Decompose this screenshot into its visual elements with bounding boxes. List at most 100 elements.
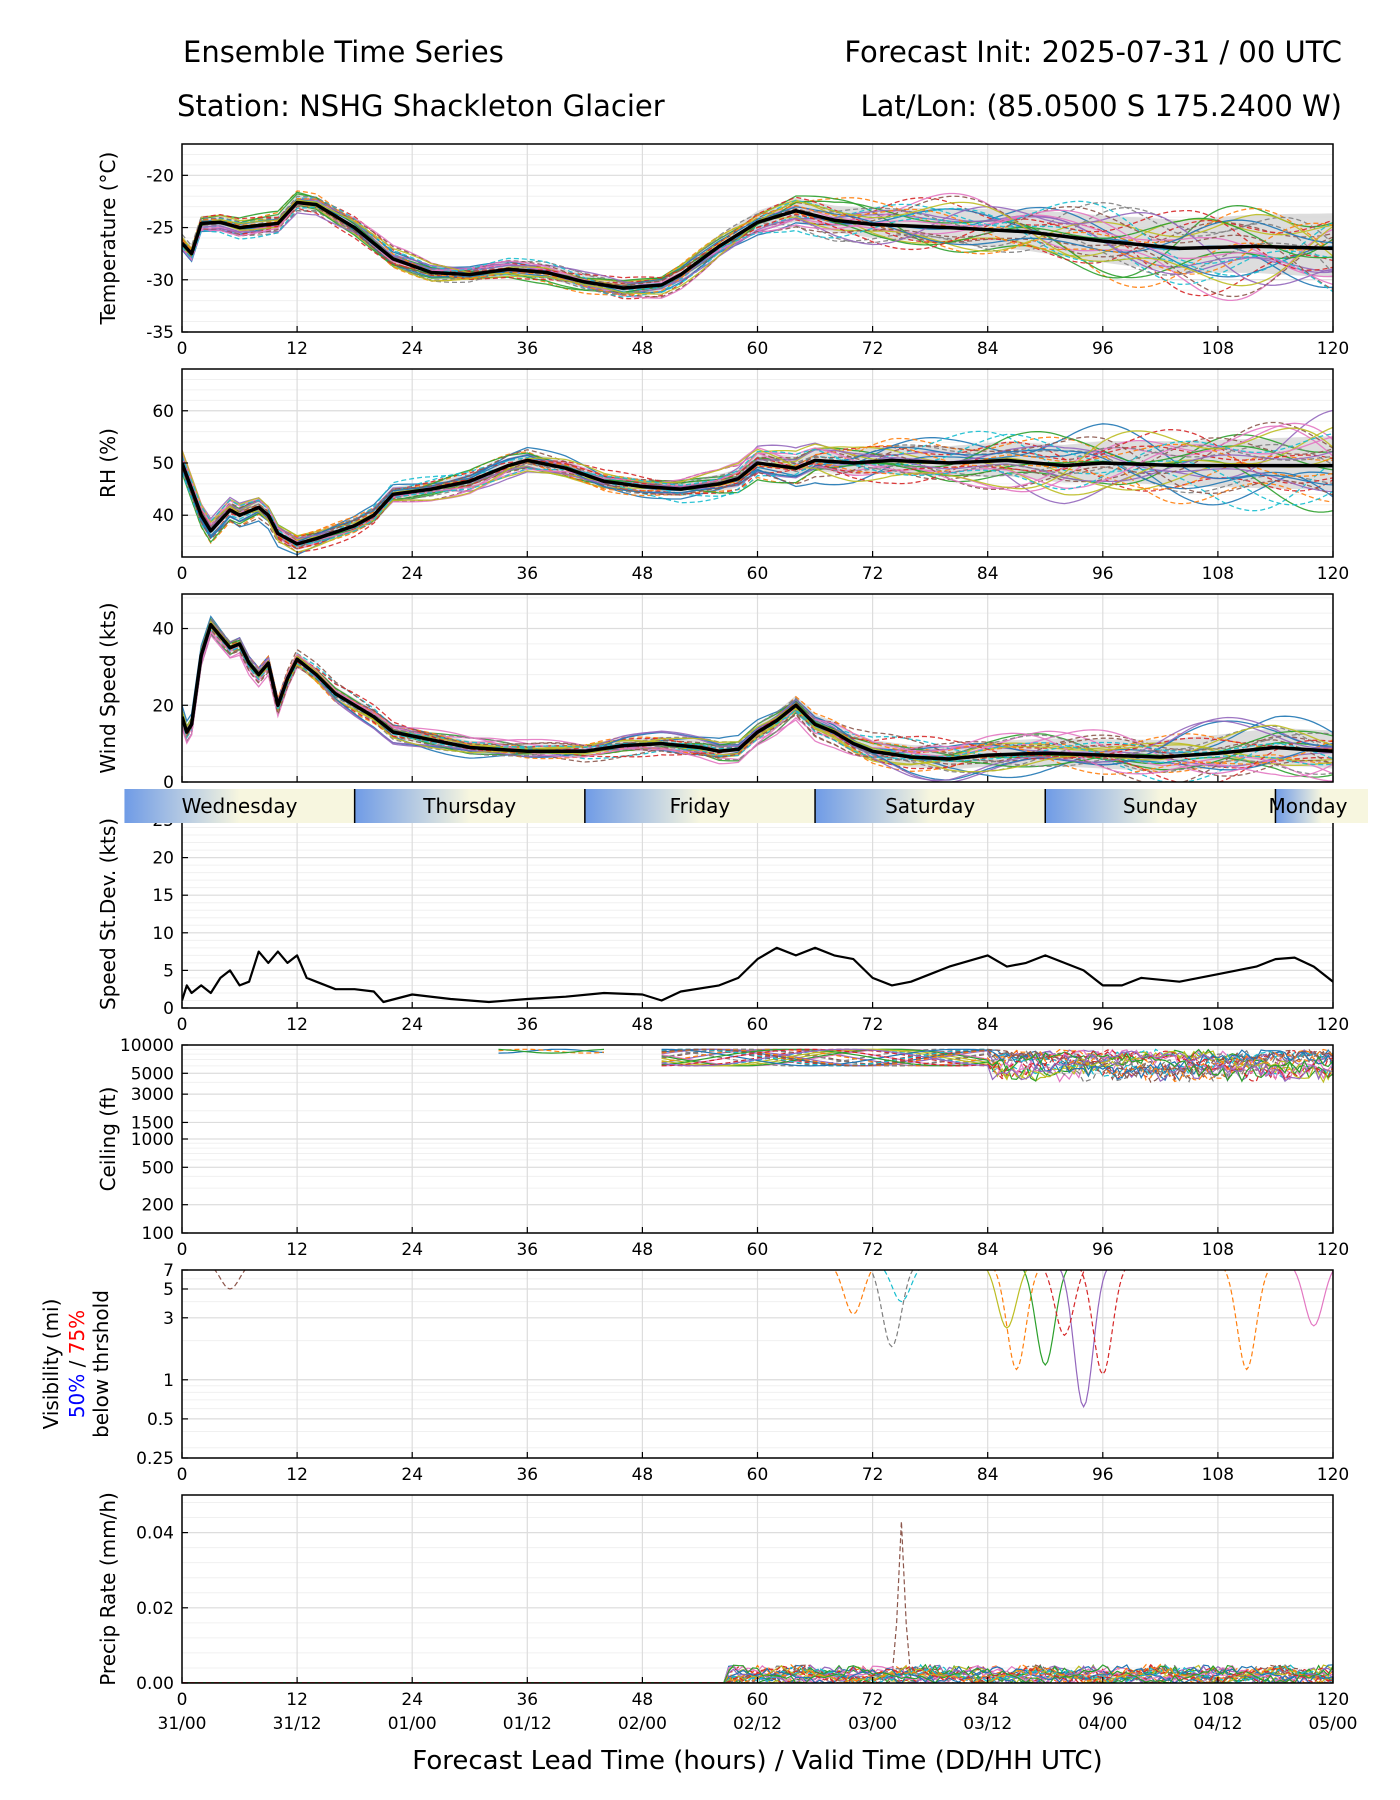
ceiling-member-line bbox=[661, 1048, 1333, 1080]
x-tick-label: 0 bbox=[177, 564, 188, 584]
ceiling-member-line bbox=[661, 1048, 1333, 1083]
x-tick-label: 0 bbox=[177, 1015, 188, 1035]
ensemble-mean-line bbox=[182, 200, 1333, 290]
y-tick-label: 100 bbox=[142, 1224, 174, 1244]
precip-member-line bbox=[182, 1663, 1333, 1683]
x-tick-label: 24 bbox=[401, 1240, 423, 1260]
x-tick-label: 36 bbox=[516, 339, 538, 359]
y-tick-label: 5000 bbox=[131, 1064, 174, 1084]
x-tick-label: 120 bbox=[1317, 1015, 1349, 1035]
ensemble-member-line bbox=[182, 207, 1333, 284]
ceiling-member-line bbox=[661, 1048, 1333, 1083]
ceiling-member-line bbox=[498, 1048, 605, 1054]
plot-area-rh bbox=[182, 409, 1333, 556]
ensemble-member-line bbox=[182, 627, 1333, 777]
x-tick-label: 108 bbox=[1202, 1240, 1234, 1260]
ensemble-mean-line bbox=[182, 458, 1333, 546]
x-tick-label: 72 bbox=[862, 1240, 884, 1260]
y-axis-label: Visibility (mi) bbox=[39, 1299, 63, 1430]
y-tick-label: 0.5 bbox=[147, 1410, 174, 1430]
x-tick-label: 84 bbox=[977, 1465, 999, 1485]
x-tick-label: 72 bbox=[862, 339, 884, 359]
visibility-member-line bbox=[870, 1270, 914, 1348]
x-tick-label: 0 bbox=[177, 1240, 188, 1260]
ensemble-member-line bbox=[182, 190, 1333, 296]
x-tick-label: 120 bbox=[1317, 1690, 1349, 1710]
x-tick-label: 120 bbox=[1317, 339, 1349, 359]
y-tick-label: 1500 bbox=[131, 1113, 174, 1133]
threshold-label: below thrshold bbox=[89, 1290, 113, 1438]
precip-member-line bbox=[182, 1663, 1333, 1683]
x-tick-label: 108 bbox=[1202, 1690, 1234, 1710]
ensemble-member-line bbox=[182, 436, 1333, 545]
panel-wind_speed: 0122436486072849610812002040Wind Speed (… bbox=[96, 593, 1349, 809]
y-axis-label: RH (%) bbox=[96, 428, 120, 498]
p50-label: 50% bbox=[65, 1374, 89, 1418]
day-label: Monday bbox=[1269, 794, 1348, 818]
x-tick-label: 96 bbox=[1092, 1015, 1114, 1035]
x-tick-label: 36 bbox=[516, 1240, 538, 1260]
y-tick-label: 500 bbox=[142, 1158, 174, 1178]
ensemble-member-line bbox=[182, 195, 1333, 296]
plot-area-temperature bbox=[182, 190, 1333, 302]
ceiling-member-line bbox=[661, 1048, 1333, 1083]
x-tick-label: 120 bbox=[1317, 1240, 1349, 1260]
visibility-member-line bbox=[993, 1270, 1040, 1371]
ceiling-member-line bbox=[661, 1048, 1333, 1080]
valid-time-label: 04/00 bbox=[1078, 1714, 1127, 1734]
x-tick-label: 84 bbox=[977, 564, 999, 584]
stdev-line bbox=[182, 946, 1333, 1004]
x-tick-label: 96 bbox=[1092, 339, 1114, 359]
day-segment bbox=[124, 789, 355, 823]
p75-label: 75% bbox=[65, 1310, 89, 1354]
panel-speed_stdev: 012243648607284961081200510152025Speed S… bbox=[96, 811, 1349, 1035]
ensemble-member-line bbox=[182, 620, 1333, 773]
valid-time-label: 31/00 bbox=[158, 1714, 207, 1734]
precip-member-line bbox=[182, 1663, 1333, 1683]
visibility-member-line bbox=[1022, 1270, 1068, 1367]
y-axis-label: Wind Speed (kts) bbox=[96, 602, 120, 773]
x-tick-label: 0 bbox=[177, 1690, 188, 1710]
lat-lon: Lat/Lon: (85.0500 S 175.2400 W) bbox=[860, 89, 1343, 123]
y-tick-label: -35 bbox=[146, 323, 174, 343]
valid-time-label: 31/12 bbox=[273, 1714, 322, 1734]
y-tick-label: 0 bbox=[163, 773, 174, 793]
x-tick-label: 0 bbox=[177, 339, 188, 359]
visibility-member-line bbox=[986, 1270, 1028, 1329]
day-label: Saturday bbox=[885, 794, 975, 818]
plot-area-ceiling bbox=[498, 1048, 1333, 1084]
day-label: Sunday bbox=[1123, 794, 1198, 818]
ensemble-member-line bbox=[182, 428, 1333, 553]
valid-time-label: 02/12 bbox=[733, 1714, 782, 1734]
ensemble-member-line bbox=[182, 629, 1333, 773]
ensemble-member-line bbox=[182, 437, 1333, 542]
y-axis-label: Speed St.Dev. (kts) bbox=[96, 818, 120, 1010]
valid-time-label: 01/00 bbox=[388, 1714, 437, 1734]
day-segment bbox=[584, 789, 816, 823]
y-tick-label: 0.00 bbox=[136, 1674, 174, 1694]
y-tick-label: 1 bbox=[163, 1371, 174, 1391]
ensemble-member-line bbox=[182, 206, 1333, 290]
precip-member-line bbox=[182, 1664, 1333, 1683]
y-tick-label: 10000 bbox=[120, 1036, 174, 1056]
valid-time-label: 02/00 bbox=[618, 1714, 667, 1734]
y-axis-label: Temperature (°C) bbox=[96, 152, 120, 326]
y-tick-label: 1000 bbox=[131, 1130, 174, 1150]
panel-visibility: 0 12 24 36 48 60 72 84 96 108 120 0.25 0.5 1 3 57 Visibi… bbox=[39, 1261, 1349, 1485]
ensemble-member-line bbox=[182, 630, 1333, 778]
x-tick-label: 48 bbox=[632, 1015, 654, 1035]
x-tick-label: 12 bbox=[286, 1465, 308, 1485]
x-tick-label: 108 bbox=[1202, 1015, 1234, 1035]
x-tick-label: 12 bbox=[286, 1240, 308, 1260]
x-tick-label: 84 bbox=[977, 1690, 999, 1710]
x-tick-label: 108 bbox=[1202, 1465, 1234, 1485]
visibility-member-line bbox=[1059, 1270, 1108, 1409]
visibility-member-line bbox=[1293, 1270, 1333, 1327]
day-bar: Wednesday Thursday Friday Saturday Sunday Mon… bbox=[124, 789, 1368, 823]
y-tick-label: 3 bbox=[163, 1309, 174, 1329]
y-tick-label: 5 bbox=[163, 961, 174, 981]
forecast-init: Forecast Init: 2025-07-31 / 00 UTC bbox=[844, 35, 1342, 69]
ensemble-mean-line bbox=[182, 622, 1333, 761]
x-tick-label: 24 bbox=[401, 564, 423, 584]
x-tick-label: 108 bbox=[1202, 339, 1234, 359]
